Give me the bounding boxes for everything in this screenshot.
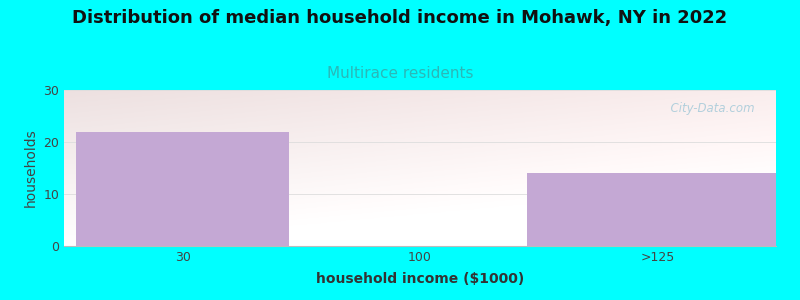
Text: Distribution of median household income in Mohawk, NY in 2022: Distribution of median household income … [72,9,728,27]
Text: Multirace residents: Multirace residents [326,66,474,81]
Bar [526,173,788,246]
Bar [76,132,290,246]
X-axis label: household income ($1000): household income ($1000) [316,272,524,286]
Text: City-Data.com: City-Data.com [663,103,754,116]
Y-axis label: households: households [24,129,38,207]
